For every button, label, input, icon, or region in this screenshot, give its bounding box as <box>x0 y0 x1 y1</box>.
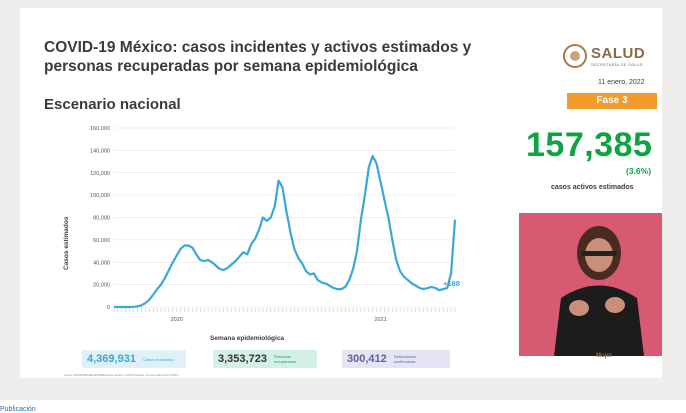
sign-language-interpreter-video <box>519 213 662 356</box>
y-tick-label: 80,000 <box>93 216 110 222</box>
y-tick-label: 40,000 <box>93 260 110 266</box>
logo-subtitle: SECRETARÍA DE SALUD <box>591 62 643 67</box>
chart-grid <box>114 127 455 308</box>
footer-emblem: Mujer <box>596 353 613 359</box>
phase-badge: Fase 3 <box>567 93 657 109</box>
growth-annotation: +188% <box>443 279 460 288</box>
report-date: 11 enero, 2022 <box>598 79 645 86</box>
stat-label: Personas recuperadas <box>273 354 297 364</box>
stat-label: Casos estimados <box>142 356 174 362</box>
eagle-emblem-icon <box>563 44 587 68</box>
y-tick-label: 140,000 <box>90 148 110 154</box>
slide-title: COVID-19 México: casos incidentes y acti… <box>44 39 472 75</box>
y-tick-label: 120,000 <box>90 171 110 177</box>
stat-value: 3,353,723 <box>218 353 267 365</box>
stat-value: 4,369,931 <box>87 353 136 365</box>
slide-subtitle: Escenario nacional <box>44 96 181 113</box>
x-tick-labels: 2020 2021 <box>113 308 456 323</box>
logo-text: SALUD SECRETARÍA DE SALUD <box>591 45 645 67</box>
y-tick-label: 100,000 <box>90 193 110 199</box>
salud-logo: SALUD SECRETARÍA DE SALUD <box>563 44 645 68</box>
series-line <box>114 154 457 309</box>
active-cases-percent: (3.6%) <box>626 166 652 176</box>
y-tick-labels: 0 20,000 40,000 60,000 80,000 100,000 120,000 1… <box>90 126 110 311</box>
deaths-stat: 300,412 Defunciones confirmadas <box>342 350 450 368</box>
interpreter-figure-icon <box>519 213 662 356</box>
recovered-stat: 3,353,723 Personas recuperadas <box>213 350 317 368</box>
y-tick-label: 60,000 <box>93 238 110 244</box>
stat-value: 300,412 <box>347 353 387 365</box>
y-tick-label: 0 <box>107 305 110 311</box>
stat-label: Defunciones confirmadas <box>393 354 417 364</box>
y-tick-label: 20,000 <box>93 283 110 289</box>
cases-line-chart: 0 20,000 40,000 60,000 80,000 100,000 120,000 1… <box>63 126 460 342</box>
presentation-slide: COVID-19 México: casos incidentes y acti… <box>20 8 662 378</box>
video-frame: COVID-19 México: casos incidentes y acti… <box>0 0 686 400</box>
y-axis-label: Casos estimados <box>63 216 70 270</box>
year-label: 2020 <box>171 317 183 323</box>
year-label: 2021 <box>374 317 386 323</box>
estimated-cases-stat: 4,369,931 Casos estimados <box>82 350 186 368</box>
logo-name: SALUD <box>591 45 646 62</box>
active-cases-number: 157,385 <box>526 126 653 164</box>
source-footnote: Fuente: SSA/SPPS/DGE/DIE/INDRE/Informe t… <box>64 374 180 377</box>
y-tick-label: 160,000 <box>90 126 110 132</box>
caption-link[interactable]: Publicación <box>0 406 36 413</box>
active-cases-caption: casos activos estimados <box>551 184 634 191</box>
x-axis-label: Semana epidemiológica <box>210 335 284 342</box>
